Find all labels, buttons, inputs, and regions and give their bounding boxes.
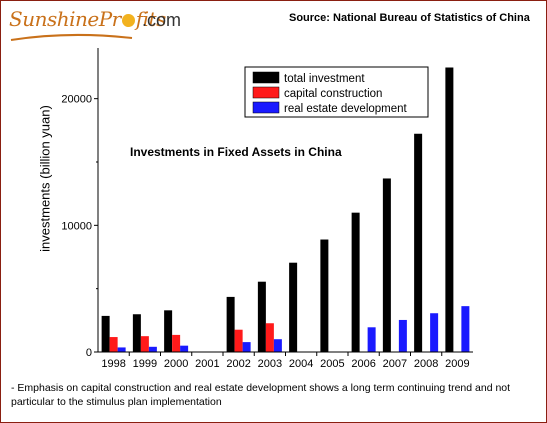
bar-total-investment-2003 [257,281,266,352]
x-tick-label: 1998 [101,358,125,370]
x-tick-label: 1999 [133,358,157,370]
swoosh-icon [10,33,133,41]
sun-icon [121,14,135,27]
brand-name: SunshinePr fits [9,7,166,31]
bar-real-estate-development-1999 [148,346,157,352]
source-caption: Source: National Bureau of Statistics of… [289,12,530,24]
chart-title: Investments in Fixed Assets in China [130,145,342,159]
legend-label: real estate development [284,103,408,115]
x-tick-label: 2005 [320,358,344,370]
x-tick-label: 2003 [258,358,282,370]
bar-capital-construction-2000 [172,334,181,352]
x-tick-label: 2004 [289,358,313,370]
bar-capital-construction-1998 [109,337,118,352]
axes-group: 0 10000 20000 1998 1999 2000 2001 2002 2003 2004 2… [61,48,473,370]
y-tick-label: 20000 [61,94,92,106]
bar-real-estate-development-2000 [180,345,189,352]
bar-capital-construction-2002 [234,329,243,352]
legend-label: total investment [284,73,365,85]
bar-real-estate-development-1998 [117,347,126,352]
legend-swatch [252,71,280,84]
bar-capital-construction-2003 [265,323,274,352]
bar-total-investment-2004 [289,262,298,352]
x-tick-label: 2002 [226,358,250,370]
x-tick-label: 2008 [414,358,438,370]
x-tick-label: 2001 [195,358,219,370]
bar-total-investment-2002 [226,296,235,352]
bars-group [101,67,470,353]
bar-total-investment-2009 [445,67,454,353]
bar-total-investment-2007 [382,178,391,352]
y-tick-label: 0 [86,347,92,359]
brand-domain: .com [142,10,182,30]
bar-real-estate-development-2009 [461,306,470,352]
bar-capital-construction-1999 [140,336,149,352]
x-tick-label: 2000 [164,358,188,370]
x-tick-label: 2007 [383,358,407,370]
x-tick-label: 2009 [445,358,469,370]
bar-total-investment-2000 [164,310,173,352]
legend-label: capital construction [284,88,382,100]
footnote: - Emphasis on capital construction and r… [11,382,511,408]
bar-total-investment-2008 [414,133,423,352]
bar-real-estate-development-2006 [367,327,376,352]
legend-swatch [252,101,280,114]
legend-swatch [252,86,280,99]
bar-total-investment-2006 [351,212,360,352]
bar-total-investment-2005 [320,239,329,352]
bar-total-investment-1999 [132,314,141,352]
x-tick-label: 2006 [351,358,375,370]
bar-total-investment-1998 [101,315,110,352]
bar-real-estate-development-2008 [430,313,439,352]
bar-real-estate-development-2003 [273,339,282,352]
bar-real-estate-development-2002 [242,342,251,352]
bar-real-estate-development-2007 [398,319,407,352]
legend: total investment capital construction real… [244,66,429,118]
y-tick-label: 10000 [61,220,92,232]
